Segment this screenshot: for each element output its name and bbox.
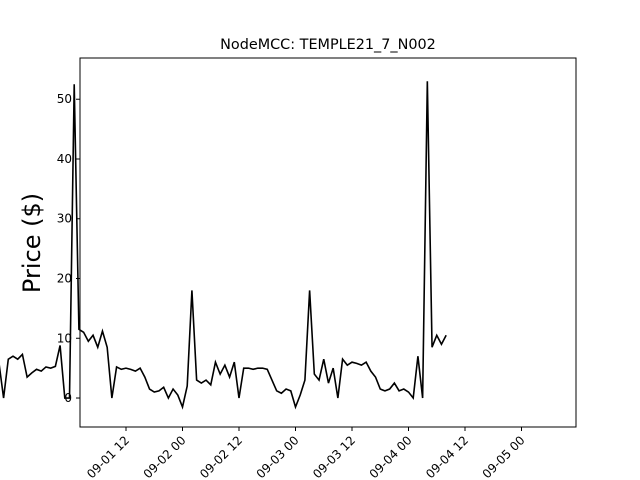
price-line: [0, 81, 447, 410]
x-tick-label: 09-04 00: [367, 433, 415, 480]
y-tick-label: 40: [57, 152, 72, 166]
x-tick-label: 09-04 12: [423, 433, 471, 480]
x-tick-label: 09-03 00: [254, 433, 302, 480]
y-axis-label: Price ($): [18, 193, 46, 293]
y-tick-label: 20: [57, 272, 72, 286]
y-tick-label: 50: [57, 92, 72, 106]
x-tick-label: 09-05 00: [480, 433, 528, 480]
x-tick-label: 09-03 12: [310, 433, 358, 480]
y-tick-label: 10: [57, 331, 72, 345]
x-tick-label: 09-02 00: [141, 433, 189, 480]
x-tick-label: 09-02 12: [197, 433, 245, 480]
plot-frame: [79, 57, 577, 428]
x-tick-label: 09-01 12: [84, 433, 132, 480]
chart-title: NodeMCC: TEMPLE21_7_N002: [220, 37, 436, 53]
y-tick-label: 30: [57, 212, 72, 226]
